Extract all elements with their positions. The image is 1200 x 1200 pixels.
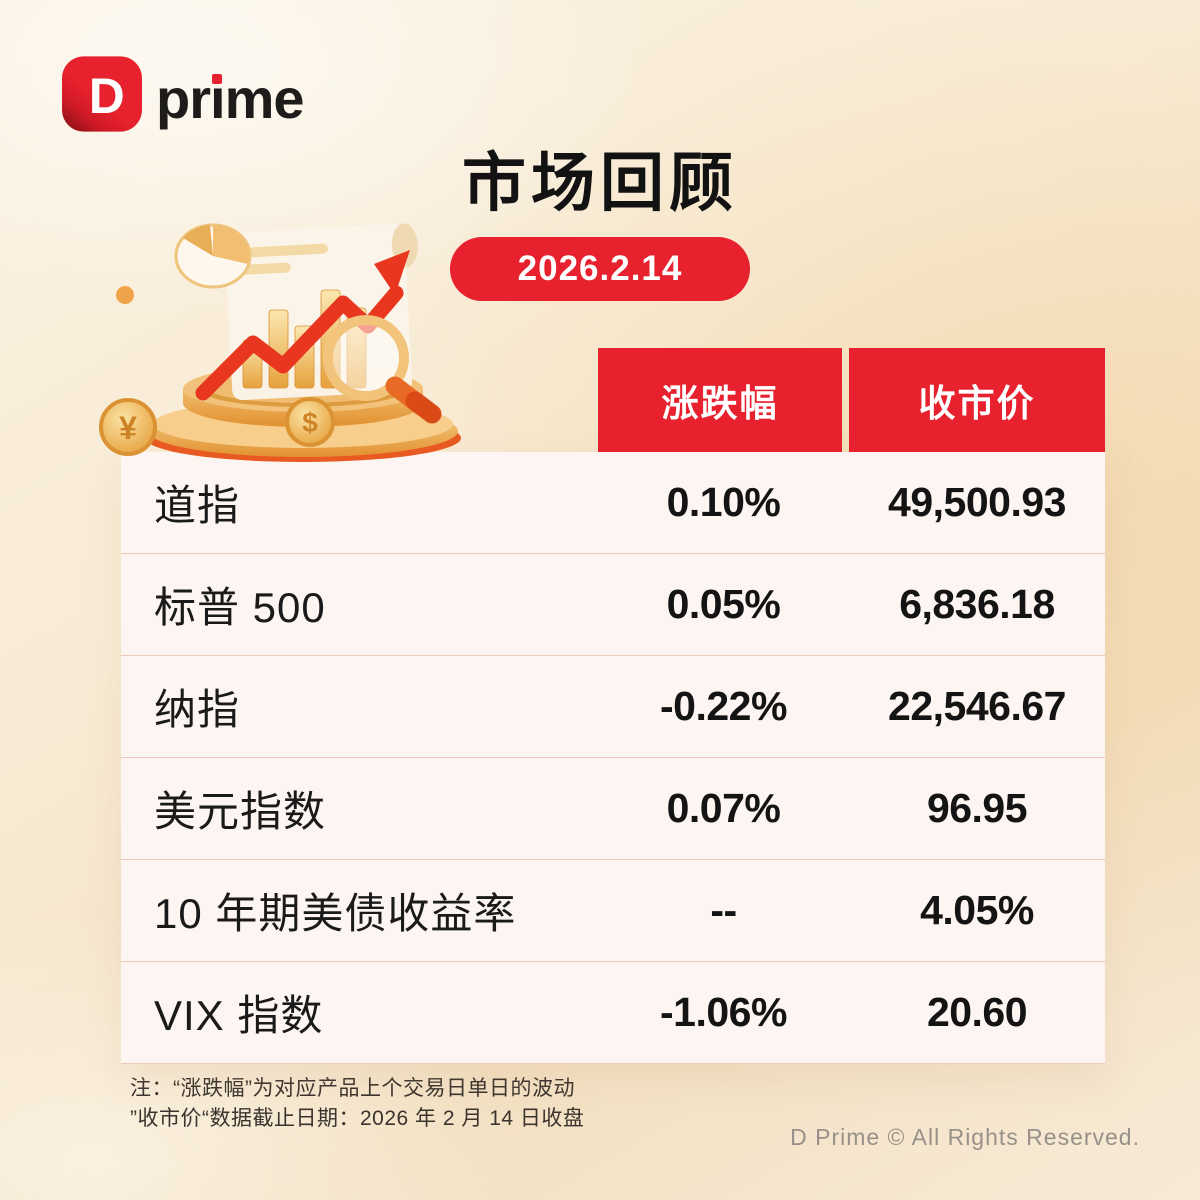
instrument-label: 纳指 <box>154 686 241 733</box>
dollar-coin-icon: $ <box>285 397 335 447</box>
table-row: 标普 500 0.05% 6,836.18 <box>121 554 1105 656</box>
table-row: 纳指 -0.22% 22,546.67 <box>121 656 1105 758</box>
market-illustration: ¥ $ <box>99 223 461 462</box>
close-value: 20.60 <box>926 989 1028 1035</box>
table-row: 道指 0.10% 49,500.93 <box>121 452 1105 554</box>
column-header-change: 涨跌幅 <box>598 348 842 452</box>
change-value: 0.05% <box>666 581 781 627</box>
logo-mark-letter: D <box>89 68 125 124</box>
close-value: 49,500.93 <box>888 479 1066 525</box>
yen-symbol: ¥ <box>119 410 137 446</box>
instrument-label: 标普 500 <box>154 584 326 631</box>
close-value: 96.95 <box>926 785 1028 831</box>
wordmark-post: me <box>224 67 305 130</box>
change-value: 0.10% <box>666 479 781 525</box>
copyright: D Prime © All Rights Reserved. <box>790 1124 1140 1150</box>
instrument-label: VIX 指数 <box>154 992 324 1039</box>
brand-logo-mark-icon: D <box>62 56 142 132</box>
logo-mark-shape <box>62 56 142 132</box>
change-value: 0.07% <box>666 785 781 831</box>
instrument-label: 道指 <box>154 482 241 529</box>
instrument-label: 美元指数 <box>154 788 327 835</box>
close-value: 6,836.18 <box>899 581 1055 627</box>
instrument-label: 10 年期美债收益率 <box>154 890 517 937</box>
table-row: 美元指数 0.07% 96.95 <box>121 758 1105 860</box>
brand-logo: D pr ı me <box>62 56 304 132</box>
footnote-line-2: ”收市价“数据截止日期：2026 年 2 月 14 日收盘 <box>130 1107 585 1130</box>
close-value: 22,546.67 <box>888 683 1066 729</box>
page-title: 市场回顾 <box>462 147 738 219</box>
column-header-close: 收市价 <box>849 348 1105 452</box>
footnotes: 注：“涨跌幅”为对应产品上个交易日单日的波动 ”收市价“数据截止日期：2026 … <box>130 1074 584 1134</box>
magnifier-icon <box>323 315 442 424</box>
table-row: 10 年期美债收益率 -- 4.05% <box>121 860 1105 962</box>
date-badge: 2026.2.14 <box>450 237 750 301</box>
wordmark-pre: pr <box>156 67 211 130</box>
footnote-line-1: 注：“涨跌幅”为对应产品上个交易日单日的波动 <box>130 1077 575 1100</box>
dollar-symbol: $ <box>302 407 318 438</box>
brand-wordmark: pr ı me <box>156 61 304 127</box>
wordmark-i: ı <box>210 71 226 127</box>
table-row: VIX 指数 -1.06% 20.60 <box>121 962 1105 1064</box>
wordmark-i-glyph: ı <box>210 67 226 130</box>
change-value: -1.06% <box>660 989 787 1035</box>
change-value: -- <box>710 887 737 933</box>
market-table: 道指 0.10% 49,500.93 标普 500 0.05% 6,836.18… <box>121 452 1105 1064</box>
floating-sphere-icon <box>116 286 134 304</box>
change-value: -0.22% <box>660 683 787 729</box>
yen-coin-icon: ¥ <box>99 398 157 456</box>
wordmark-i-dot-icon <box>212 74 223 84</box>
close-value: 4.05% <box>920 887 1034 933</box>
pie-chart-icon <box>174 223 252 289</box>
